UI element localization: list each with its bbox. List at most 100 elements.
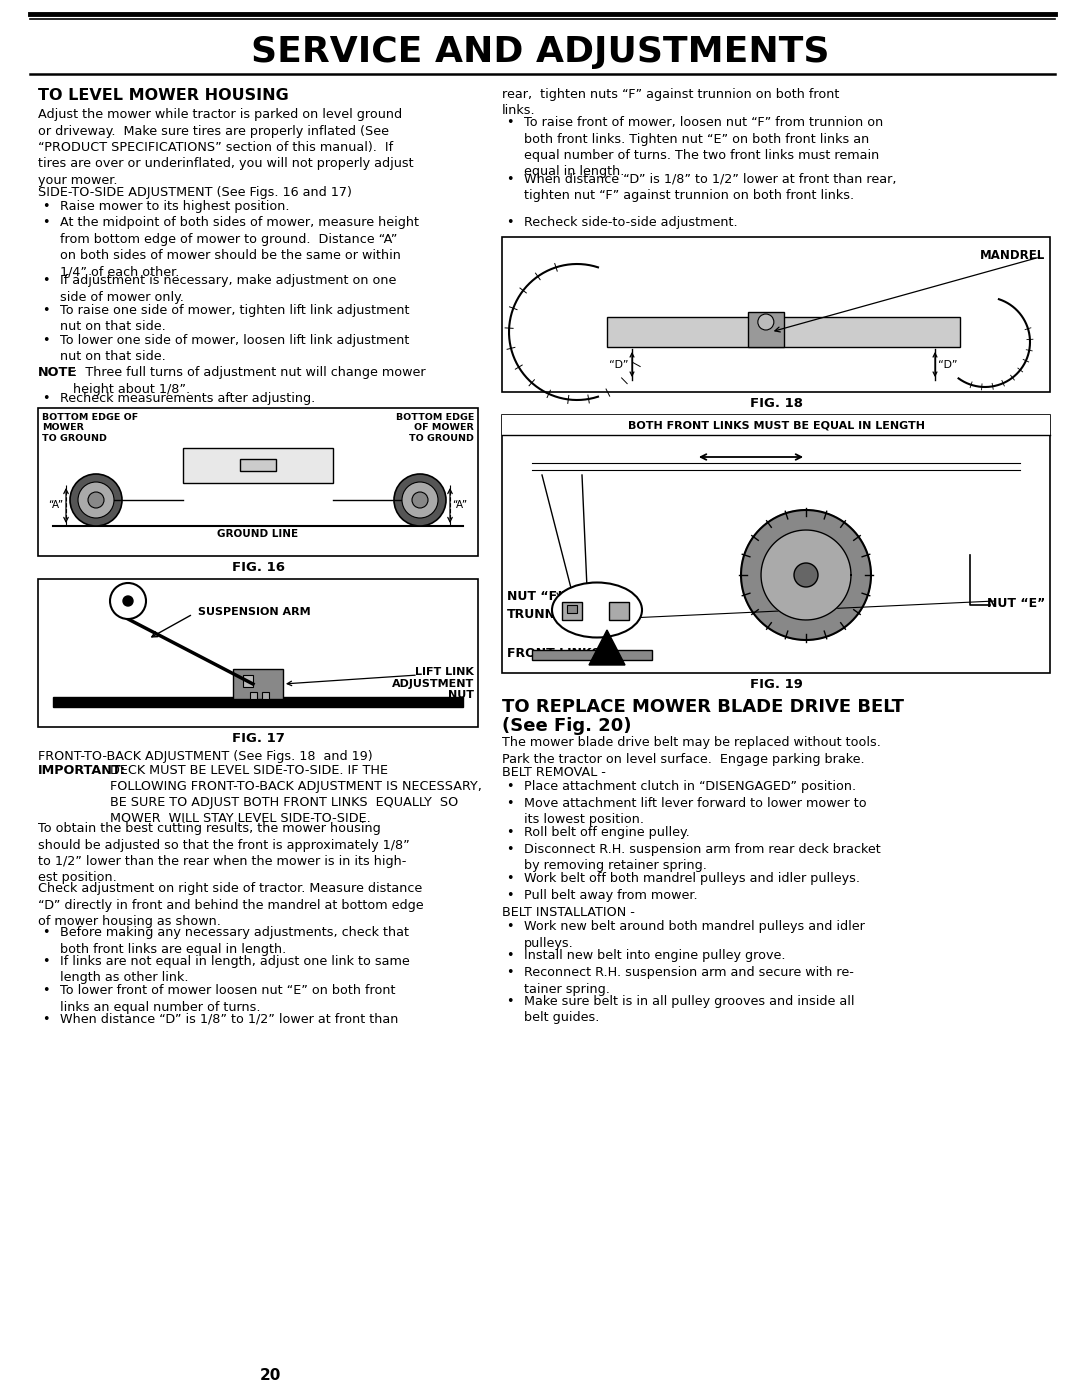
Circle shape (110, 583, 146, 619)
Bar (502, 415, 1050, 434)
Text: Disconnect R.H. suspension arm from rear deck bracket
by removing retainer sprin: Disconnect R.H. suspension arm from rear… (524, 842, 881, 873)
Text: Make sure belt is in all pulley grooves and inside all
belt guides.: Make sure belt is in all pulley grooves … (524, 995, 854, 1024)
Text: FIG. 17: FIG. 17 (231, 732, 284, 745)
Text: Roll belt off engine pulley.: Roll belt off engine pulley. (524, 826, 690, 840)
Text: •: • (507, 995, 513, 1009)
Text: Work belt off both mandrel pulleys and idler pulleys.: Work belt off both mandrel pulleys and i… (524, 872, 860, 886)
Bar (38, 408, 478, 556)
Text: •: • (507, 217, 513, 229)
Text: Pull belt away from mower.: Pull belt away from mower. (524, 888, 698, 902)
Circle shape (758, 314, 774, 330)
Text: At the midpoint of both sides of mower, measure height
from bottom edge of mower: At the midpoint of both sides of mower, … (60, 217, 419, 278)
Text: Move attachment lift lever forward to lower mower to
its lowest position.: Move attachment lift lever forward to lo… (524, 798, 866, 827)
Circle shape (87, 492, 104, 509)
Text: •: • (42, 217, 50, 229)
Text: To lower front of mower loosen nut “E” on both front
links an equal number of tu: To lower front of mower loosen nut “E” o… (60, 983, 395, 1013)
Circle shape (70, 474, 122, 527)
Text: LIFT LINK
ADJUSTMENT
NUT: LIFT LINK ADJUSTMENT NUT (392, 666, 474, 700)
Text: FRONT-TO-BACK ADJUSTMENT (See Figs. 18  and 19): FRONT-TO-BACK ADJUSTMENT (See Figs. 18 a… (38, 750, 373, 763)
Text: GROUND LINE: GROUND LINE (217, 529, 298, 539)
Bar (502, 237, 1050, 393)
Bar (262, 692, 269, 698)
Text: •: • (507, 921, 513, 933)
Text: BELT REMOVAL -: BELT REMOVAL - (502, 766, 606, 780)
Text: SIDE-TO-SIDE ADJUSTMENT (See Figs. 16 and 17): SIDE-TO-SIDE ADJUSTMENT (See Figs. 16 an… (38, 186, 352, 198)
Bar (38, 578, 478, 726)
Bar (249, 692, 257, 698)
Bar (609, 602, 629, 620)
Text: Adjust the mower while tractor is parked on level ground
or driveway.  Make sure: Adjust the mower while tractor is parked… (38, 108, 414, 187)
Text: •: • (42, 926, 50, 939)
Text: Recheck measurements after adjusting.: Recheck measurements after adjusting. (60, 393, 315, 405)
Bar (53, 697, 463, 707)
Text: “A”: “A” (453, 500, 468, 510)
Text: TRUNNION: TRUNNION (507, 608, 581, 622)
Text: •: • (507, 872, 513, 886)
Text: “D”: “D” (609, 359, 629, 369)
Text: BOTTOM EDGE OF
MOWER
TO GROUND: BOTTOM EDGE OF MOWER TO GROUND (42, 414, 138, 443)
Text: (See Fig. 20): (See Fig. 20) (502, 717, 632, 735)
Text: If adjustment is necessary, make adjustment on one
side of mower only.: If adjustment is necessary, make adjustm… (60, 274, 396, 303)
Text: Raise mower to its highest position.: Raise mower to its highest position. (60, 200, 289, 212)
Text: NOTE: NOTE (38, 366, 77, 379)
Circle shape (411, 492, 428, 509)
Ellipse shape (552, 583, 642, 637)
Polygon shape (761, 529, 851, 620)
Bar (240, 460, 276, 471)
Circle shape (78, 482, 114, 518)
Text: IMPORTANT:: IMPORTANT: (38, 764, 126, 777)
Bar (243, 675, 253, 687)
Bar (532, 650, 652, 659)
Text: BELT INSTALLATION -: BELT INSTALLATION - (502, 907, 635, 919)
Text: SERVICE AND ADJUSTMENTS: SERVICE AND ADJUSTMENTS (251, 35, 829, 68)
Text: •: • (507, 842, 513, 856)
Text: •: • (507, 965, 513, 979)
Text: FIG. 19: FIG. 19 (750, 678, 802, 692)
Text: To raise one side of mower, tighten lift link adjustment
nut on that side.: To raise one side of mower, tighten lift… (60, 305, 409, 334)
Text: TO LEVEL MOWER HOUSING: TO LEVEL MOWER HOUSING (38, 88, 288, 103)
Circle shape (794, 563, 818, 587)
Text: •: • (42, 1013, 50, 1025)
Text: “D”: “D” (939, 359, 958, 369)
Text: •: • (507, 116, 513, 129)
Polygon shape (741, 510, 870, 640)
Text: MANDREL: MANDREL (980, 249, 1045, 263)
Text: To lower one side of mower, loosen lift link adjustment
nut on that side.: To lower one side of mower, loosen lift … (60, 334, 409, 363)
Text: BOTH FRONT LINKS MUST BE EQUAL IN LENGTH: BOTH FRONT LINKS MUST BE EQUAL IN LENGTH (627, 420, 924, 430)
Bar (747, 312, 784, 346)
Text: •: • (42, 393, 50, 405)
Text: •: • (507, 949, 513, 963)
Text: “A”: “A” (49, 500, 64, 510)
Text: The mower blade drive belt may be replaced without tools.
Park the tractor on le: The mower blade drive belt may be replac… (502, 736, 881, 766)
Text: To obtain the best cutting results, the mower housing
should be adjusted so that: To obtain the best cutting results, the … (38, 821, 409, 884)
Text: •: • (507, 826, 513, 840)
Bar (502, 415, 1050, 673)
Circle shape (394, 474, 446, 527)
Text: :  Three full turns of adjustment nut will change mower
height about 1/8”.: : Three full turns of adjustment nut wil… (73, 366, 426, 395)
Text: DECK MUST BE LEVEL SIDE-TO-SIDE. IF THE
FOLLOWING FRONT-TO-BACK ADJUSTMENT IS NE: DECK MUST BE LEVEL SIDE-TO-SIDE. IF THE … (110, 764, 482, 826)
Text: 20: 20 (259, 1368, 281, 1383)
Text: •: • (42, 983, 50, 997)
Text: FIG. 16: FIG. 16 (231, 562, 284, 574)
Bar (562, 602, 582, 620)
Circle shape (123, 597, 133, 606)
Text: When distance “D” is 1/8” to 1/2” lower at front than rear,
tighten nut “F” agai: When distance “D” is 1/8” to 1/2” lower … (524, 173, 896, 203)
Text: •: • (42, 200, 50, 212)
Text: BOTTOM EDGE
OF MOWER
TO GROUND: BOTTOM EDGE OF MOWER TO GROUND (395, 414, 474, 443)
Text: NUT “F”: NUT “F” (507, 590, 565, 604)
Text: TO REPLACE MOWER BLADE DRIVE BELT: TO REPLACE MOWER BLADE DRIVE BELT (502, 698, 904, 717)
Text: SUSPENSION ARM: SUSPENSION ARM (198, 608, 311, 617)
Text: Check adjustment on right side of tractor. Measure distance
“D” directly in fron: Check adjustment on right side of tracto… (38, 882, 423, 928)
Text: FRONT LINKS: FRONT LINKS (507, 647, 600, 659)
Text: •: • (42, 334, 50, 346)
Text: NUT “E”: NUT “E” (987, 597, 1045, 610)
Bar (607, 317, 960, 346)
Text: Before making any necessary adjustments, check that
both front links are equal i: Before making any necessary adjustments,… (60, 926, 409, 956)
Bar (233, 669, 283, 698)
Text: •: • (507, 798, 513, 810)
Text: Work new belt around both mandrel pulleys and idler
pulleys.: Work new belt around both mandrel pulley… (524, 921, 865, 950)
Bar (183, 448, 333, 483)
Circle shape (402, 482, 438, 518)
Text: Recheck side-to-side adjustment.: Recheck side-to-side adjustment. (524, 217, 738, 229)
Text: •: • (42, 305, 50, 317)
